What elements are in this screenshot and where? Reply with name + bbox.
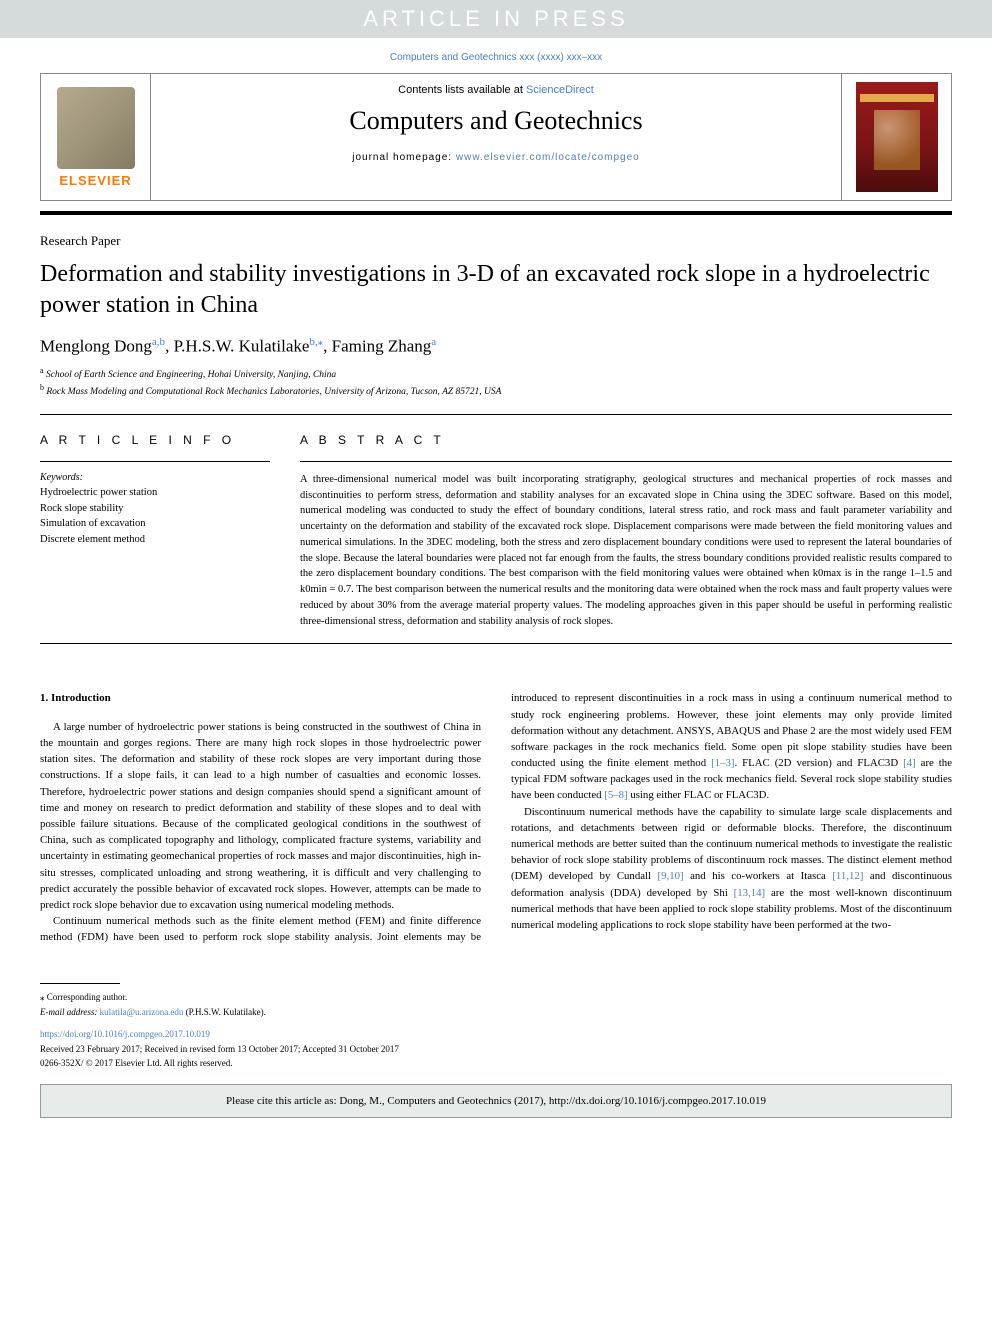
journal-reference-line: Computers and Geotechnics xxx (xxxx) xxx… — [0, 38, 992, 73]
paper-title: Deformation and stability investigations… — [40, 259, 952, 321]
aff-b-text: Rock Mass Modeling and Computational Roc… — [44, 388, 501, 398]
keywords-label: Keywords: — [40, 472, 270, 483]
body-p2-b: . FLAC (2D version) and FLAC3D — [734, 757, 903, 769]
author-3: , Faming Zhang — [323, 337, 431, 356]
affiliation-b: b Rock Mass Modeling and Computational R… — [40, 382, 952, 399]
journal-name: Computers and Geotechnics — [151, 106, 841, 136]
abstract-column: A B S T R A C T A three-dimensional nume… — [300, 433, 952, 630]
homepage-link[interactable]: www.elsevier.com/locate/compgeo — [456, 152, 640, 163]
body-p2-d: using either FLAC or FLAC3D. — [628, 789, 770, 801]
ref-4[interactable]: [4] — [903, 757, 916, 769]
author-2: , P.H.S.W. Kulatilake — [165, 337, 309, 356]
author-3-sup: a — [431, 336, 436, 348]
affiliation-a: a School of Earth Science and Engineerin… — [40, 365, 952, 382]
copyright-line: 0266-352X/ © 2017 Elsevier Ltd. All righ… — [40, 1056, 952, 1070]
email-link[interactable]: kulatila@u.arizona.edu — [100, 1007, 184, 1017]
elsevier-logo-box: ELSEVIER — [41, 74, 151, 200]
paper-type: Research Paper — [40, 233, 952, 249]
ref-13-14[interactable]: [13,14] — [734, 887, 765, 899]
body-p1: A large number of hydroelectric power st… — [40, 719, 481, 913]
header-center: Contents lists available at ScienceDirec… — [151, 74, 841, 200]
email-line: E-mail address: kulatila@u.arizona.edu (… — [40, 1005, 952, 1019]
journal-homepage-line: journal homepage: www.elsevier.com/locat… — [151, 152, 841, 163]
body-p3: Discontinuum numerical methods have the … — [511, 804, 952, 934]
section-1-heading: 1. Introduction — [40, 690, 481, 707]
keyword-1: Hydroelectric power station — [40, 485, 270, 501]
keyword-2: Rock slope stability — [40, 501, 270, 517]
corresponding-author-line: ⁎ Corresponding author. — [40, 990, 952, 1004]
content-area: Research Paper Deformation and stability… — [0, 215, 992, 1070]
body-p3-b: and his co-workers at Itasca — [684, 870, 833, 882]
email-label: E-mail address: — [40, 1007, 100, 1017]
footer-block: ⁎ Corresponding author. E-mail address: … — [40, 975, 952, 1070]
keywords-rule — [40, 461, 270, 462]
homepage-prefix: journal homepage: — [352, 152, 456, 163]
sciencedirect-link[interactable]: ScienceDirect — [526, 84, 594, 96]
elsevier-wordmark: ELSEVIER — [59, 173, 131, 188]
ref-1-3[interactable]: [1–3] — [711, 757, 734, 769]
doi-line[interactable]: https://doi.org/10.1016/j.compgeo.2017.1… — [40, 1027, 952, 1041]
ref-11-12[interactable]: [11,12] — [832, 870, 863, 882]
body-text: 1. Introduction A large number of hydroe… — [40, 690, 952, 945]
abstract-heading: A B S T R A C T — [300, 433, 952, 447]
footer-separator — [40, 983, 120, 984]
keyword-4: Discrete element method — [40, 532, 270, 548]
affiliations: a School of Earth Science and Engineerin… — [40, 365, 952, 400]
contents-lists-line: Contents lists available at ScienceDirec… — [151, 84, 841, 96]
email-suffix: (P.H.S.W. Kulatilake). — [183, 1007, 265, 1017]
author-2-sup: b, — [309, 336, 317, 348]
authors-line: Menglong Donga,b, P.H.S.W. Kulatilakeb,⁎… — [40, 335, 952, 357]
elsevier-tree-icon — [57, 87, 135, 169]
info-abstract-row: A R T I C L E I N F O Keywords: Hydroele… — [40, 415, 952, 644]
abstract-rule — [300, 461, 952, 462]
author-1: Menglong Dong — [40, 337, 152, 356]
article-info-heading: A R T I C L E I N F O — [40, 433, 270, 447]
contents-prefix: Contents lists available at — [398, 84, 526, 96]
journal-cover-box — [841, 74, 951, 200]
corr-text: Corresponding author. — [45, 992, 128, 1002]
article-in-press-banner: ARTICLE IN PRESS — [0, 0, 992, 38]
author-1-sup: a,b — [152, 336, 165, 348]
aff-a-text: School of Earth Science and Engineering,… — [44, 370, 337, 380]
cite-this-article-box: Please cite this article as: Dong, M., C… — [40, 1084, 952, 1118]
abstract-text: A three-dimensional numerical model was … — [300, 472, 952, 630]
journal-cover-thumbnail — [856, 82, 938, 192]
ref-5-8[interactable]: [5–8] — [604, 789, 627, 801]
article-info-column: A R T I C L E I N F O Keywords: Hydroele… — [40, 433, 270, 630]
received-line: Received 23 February 2017; Received in r… — [40, 1042, 952, 1056]
rule-below-abstract — [40, 643, 952, 644]
ref-9-10[interactable]: [9,10] — [658, 870, 684, 882]
journal-header-box: ELSEVIER Contents lists available at Sci… — [40, 73, 952, 201]
keyword-3: Simulation of excavation — [40, 516, 270, 532]
